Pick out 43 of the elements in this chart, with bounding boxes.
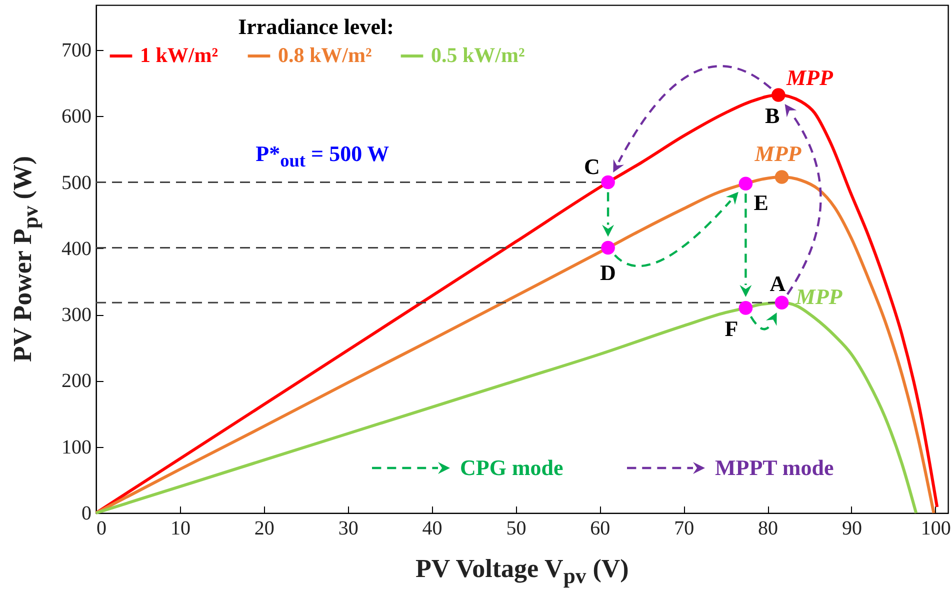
y-tick-label: 500 bbox=[62, 172, 92, 194]
point bbox=[601, 175, 615, 190]
annotation: D bbox=[600, 260, 616, 285]
annotation: MPP bbox=[796, 284, 842, 309]
x-tick-label: 80 bbox=[758, 518, 778, 540]
x-axis-title: PV Voltage V$_{pv}$ (V) bbox=[416, 554, 629, 588]
annotation: B bbox=[764, 102, 780, 128]
x-tick-label: 50 bbox=[506, 518, 526, 540]
point bbox=[774, 170, 789, 184]
point bbox=[774, 296, 789, 310]
point bbox=[772, 88, 786, 102]
legend-label: 0.5 kW/m² bbox=[431, 43, 525, 67]
x-tick-label: 30 bbox=[338, 518, 358, 540]
annotation: C bbox=[584, 154, 600, 180]
point bbox=[601, 240, 615, 255]
y-tick-label: 700 bbox=[62, 39, 92, 62]
x-tick-label: 100 bbox=[920, 518, 951, 540]
annotation: F bbox=[724, 316, 738, 341]
point bbox=[738, 301, 753, 315]
annotation: MPP bbox=[754, 140, 802, 166]
annotation: MPP bbox=[786, 64, 833, 90]
annotation: A bbox=[770, 270, 786, 296]
x-tick-label: 90 bbox=[842, 518, 862, 540]
x-tick-label: 70 bbox=[674, 518, 694, 540]
legend-title: Irradiance level: bbox=[238, 14, 394, 39]
annotation: MPPT mode bbox=[715, 455, 834, 480]
legend-label: 0.8 kW/m² bbox=[278, 43, 372, 67]
y-tick-label: 100 bbox=[62, 436, 92, 458]
y-tick-label: 600 bbox=[62, 106, 92, 128]
legend-label: 1 kW/m² bbox=[140, 43, 218, 67]
annotation: P*$_{out}$ = 500 W bbox=[256, 141, 390, 171]
annotation: CPG mode bbox=[460, 455, 564, 480]
point bbox=[738, 176, 753, 190]
y-tick-label: 400 bbox=[62, 238, 92, 260]
x-tick-label: 40 bbox=[422, 518, 442, 540]
y-tick-label: 0 bbox=[82, 502, 92, 524]
y-tick-label: 200 bbox=[62, 370, 92, 392]
x-tick-label: 0 bbox=[96, 518, 106, 540]
x-tick-label: 10 bbox=[170, 518, 190, 540]
x-tick-label: 20 bbox=[254, 518, 274, 540]
x-tick-label: 60 bbox=[590, 518, 610, 540]
y-tick-label: 300 bbox=[62, 304, 92, 326]
annotation: E bbox=[754, 190, 768, 215]
